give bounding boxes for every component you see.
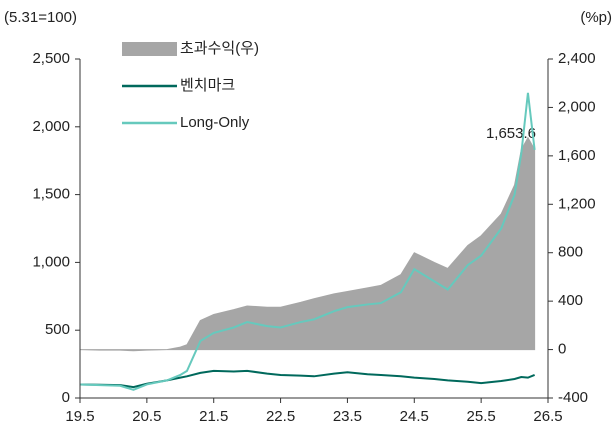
legend-label: 초과수익(우) (180, 40, 259, 57)
y-axis-label: (5.31=100) (4, 9, 77, 26)
x-tick-label: 21.5 (199, 408, 228, 425)
y2-tick-label: 1,200 (558, 195, 596, 212)
x-tick-label: 22.5 (266, 408, 295, 425)
x-tick-label: 23.5 (333, 408, 362, 425)
legend-swatch (122, 42, 177, 56)
y-tick-label: 2,000 (32, 118, 70, 135)
x-tick-label: 26.5 (533, 408, 562, 425)
y-tick-label: 0 (62, 389, 70, 406)
legend-label: Long-Only (180, 114, 250, 131)
x-tick-label: 25.5 (467, 408, 496, 425)
y2-tick-label: 2,400 (558, 50, 596, 67)
x-tick-label: 20.5 (132, 408, 161, 425)
area (79, 136, 536, 352)
y2-tick-label: 400 (558, 292, 583, 309)
y-tick-label: 1,500 (32, 186, 70, 203)
y2-tick-label: -400 (558, 389, 588, 406)
y-tick-label: 500 (45, 321, 70, 338)
x-tick-label: 24.5 (400, 408, 429, 425)
y2-tick-label: 2,000 (558, 98, 596, 115)
y2-tick-label: 800 (558, 244, 583, 261)
legend-label: 벤치마크 (180, 77, 235, 94)
y2-axis-label: (%p) (580, 9, 612, 26)
y2-tick-label: 1,600 (558, 147, 596, 164)
y-tick-label: 2,500 (32, 50, 70, 67)
line (79, 92, 536, 391)
y2-tick-label: 0 (558, 341, 566, 358)
y-tick-label: 1,000 (32, 253, 70, 270)
x-tick-label: 19.5 (65, 408, 94, 425)
